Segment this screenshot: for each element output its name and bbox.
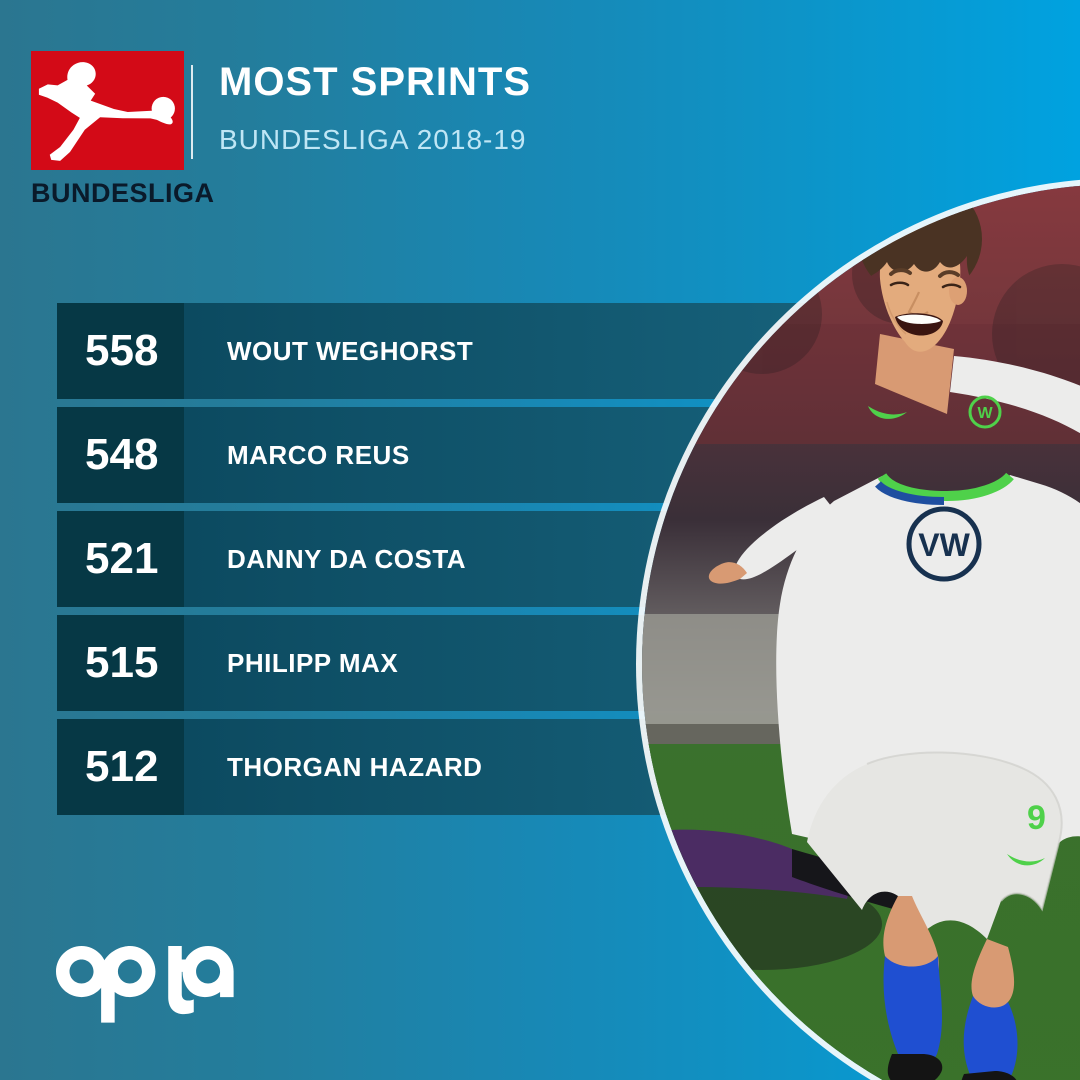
svg-text:9: 9 <box>1027 799 1046 837</box>
svg-text:W: W <box>977 405 993 422</box>
svg-text:VW: VW <box>918 527 970 563</box>
